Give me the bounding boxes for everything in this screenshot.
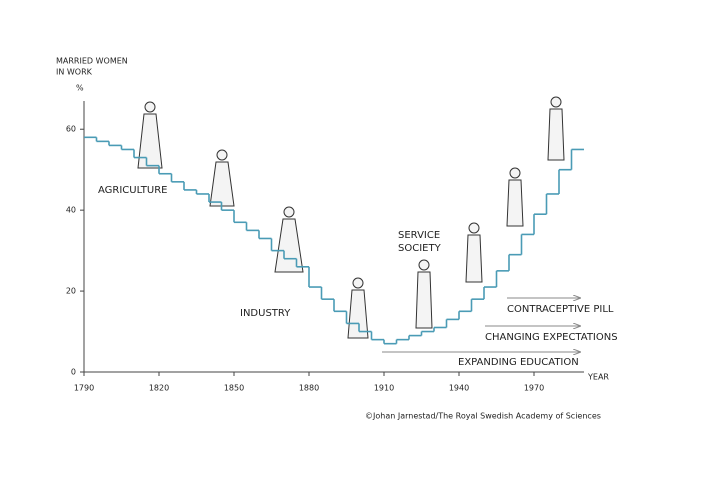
x-tick-label: 1820: [149, 384, 169, 393]
x-tick-label: 1880: [299, 384, 319, 393]
x-tick-label: 1910: [374, 384, 394, 393]
annotation: AGRICULTURE: [98, 185, 168, 196]
x-label: YEAR: [587, 373, 609, 382]
y-tick-label: 20: [66, 287, 76, 296]
x-tick-label: 1790: [74, 384, 94, 393]
x-tick-label: 1850: [224, 384, 244, 393]
x-tick-label: 1970: [524, 384, 544, 393]
y-tick-label: 0: [71, 368, 76, 377]
x-tick-label: 1940: [449, 384, 469, 393]
annotation: CHANGING EXPECTATIONS: [485, 332, 618, 343]
credit: ©Johan Jarnestad/The Royal Swedish Acade…: [365, 412, 601, 421]
annotation: INDUSTRY: [240, 308, 291, 319]
annotation: EXPANDING EDUCATION: [458, 357, 579, 368]
y-label: MARRIED WOMEN: [56, 57, 128, 66]
annotation: SOCIETY: [398, 243, 442, 254]
figures: [137, 96, 565, 339]
y-label: IN WORK: [56, 68, 93, 77]
annotation: SERVICE: [398, 230, 440, 241]
y-tick-label: 40: [66, 206, 76, 215]
y-tick-label: 60: [66, 125, 76, 134]
annotation: CONTRACEPTIVE PILL: [507, 304, 614, 315]
y-unit: %: [76, 84, 84, 93]
